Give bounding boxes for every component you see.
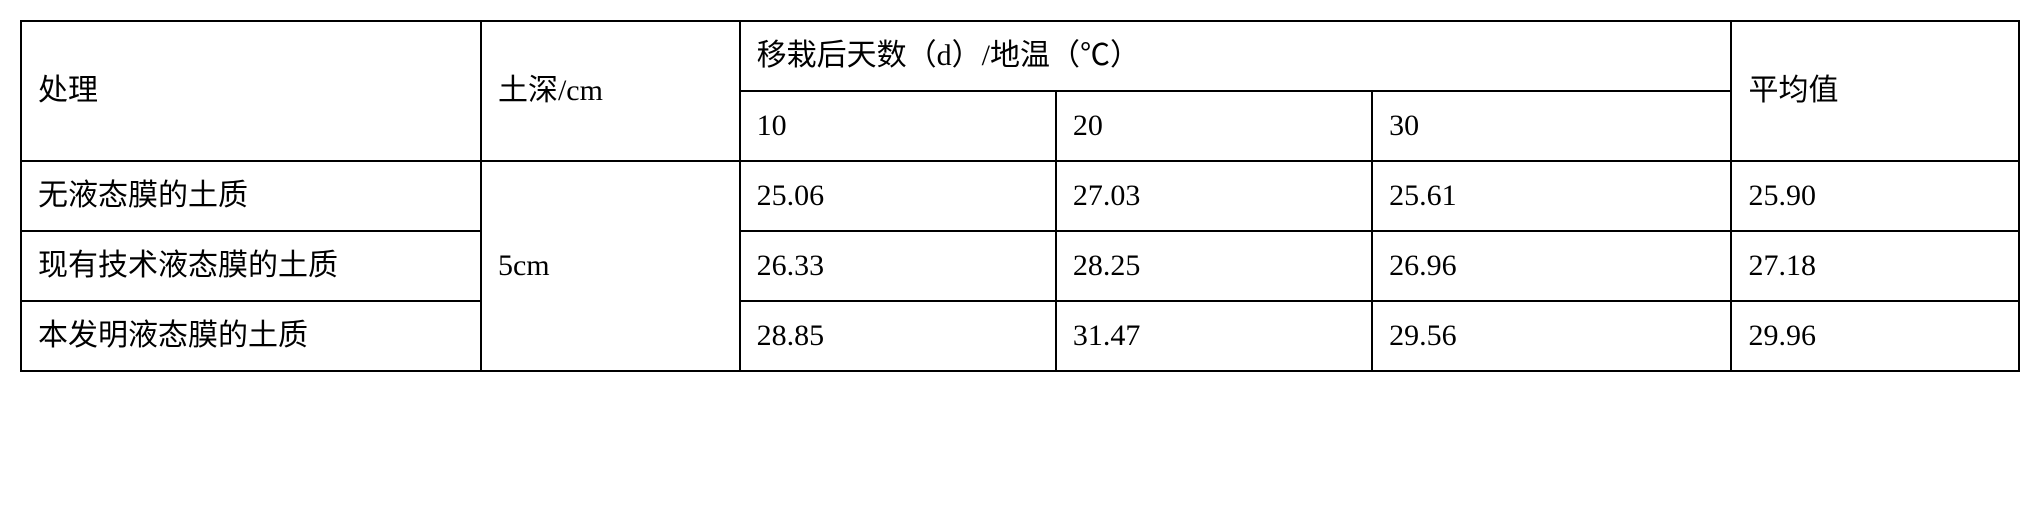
header-sub-30: 30 bbox=[1372, 91, 1731, 161]
cell-value: 26.33 bbox=[740, 231, 1056, 301]
header-depth: 土深/cm bbox=[481, 21, 740, 161]
cell-value: 25.06 bbox=[740, 161, 1056, 231]
cell-value: 28.25 bbox=[1056, 231, 1372, 301]
header-days-group: 移栽后天数（d）/地温（℃） bbox=[740, 21, 1732, 91]
cell-average: 29.96 bbox=[1731, 301, 2019, 371]
header-treatment: 处理 bbox=[21, 21, 481, 161]
cell-average: 27.18 bbox=[1731, 231, 2019, 301]
row-label: 现有技术液态膜的土质 bbox=[21, 231, 481, 301]
cell-average: 25.90 bbox=[1731, 161, 2019, 231]
cell-value: 28.85 bbox=[740, 301, 1056, 371]
cell-value: 27.03 bbox=[1056, 161, 1372, 231]
row-label: 无液态膜的土质 bbox=[21, 161, 481, 231]
cell-value: 29.56 bbox=[1372, 301, 1731, 371]
header-sub-20: 20 bbox=[1056, 91, 1372, 161]
cell-value: 31.47 bbox=[1056, 301, 1372, 371]
header-average: 平均值 bbox=[1731, 21, 2019, 161]
header-sub-10: 10 bbox=[740, 91, 1056, 161]
table-row: 无液态膜的土质 5cm 25.06 27.03 25.61 25.90 bbox=[21, 161, 2019, 231]
data-table: 处理 土深/cm 移栽后天数（d）/地温（℃） 平均值 10 20 30 无液态… bbox=[20, 20, 2020, 372]
table-header-row-1: 处理 土深/cm 移栽后天数（d）/地温（℃） 平均值 bbox=[21, 21, 2019, 91]
depth-value-cell: 5cm bbox=[481, 161, 740, 371]
row-label: 本发明液态膜的土质 bbox=[21, 301, 481, 371]
cell-value: 26.96 bbox=[1372, 231, 1731, 301]
table-row: 现有技术液态膜的土质 26.33 28.25 26.96 27.18 bbox=[21, 231, 2019, 301]
table-row: 本发明液态膜的土质 28.85 31.47 29.56 29.96 bbox=[21, 301, 2019, 371]
cell-value: 25.61 bbox=[1372, 161, 1731, 231]
